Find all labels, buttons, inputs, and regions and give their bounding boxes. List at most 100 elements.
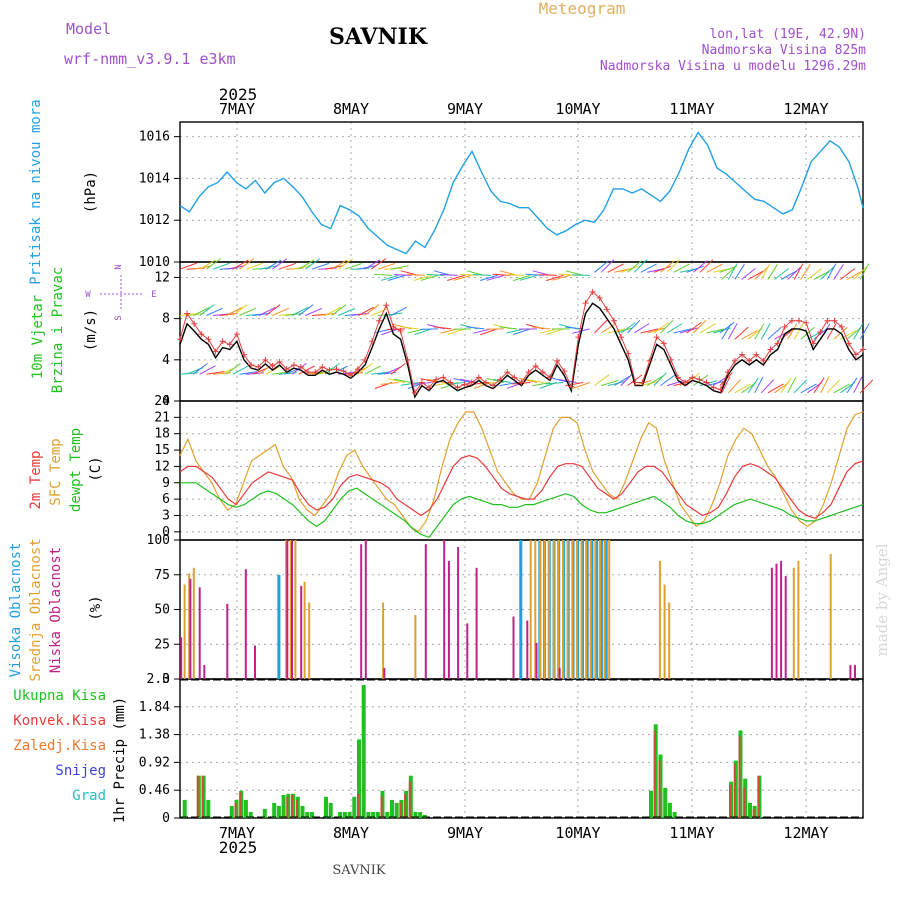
wind-gust-marker <box>774 340 781 347</box>
wind-arrow <box>600 322 617 334</box>
cloud-bar <box>294 540 297 679</box>
cloud-bar <box>183 584 186 679</box>
wind-arrow <box>760 379 775 394</box>
wind-gust-marker <box>511 374 518 381</box>
wind-arrow <box>793 263 804 280</box>
cloud-bar <box>285 540 288 679</box>
wind-gust-marker <box>319 364 326 371</box>
wind-arrow <box>633 259 648 273</box>
cloud-bar <box>589 540 592 679</box>
wind-arrow <box>741 268 756 280</box>
wind-arrow <box>433 326 452 330</box>
y-tick-label: 0 <box>162 394 170 409</box>
wind-arrow <box>239 371 258 375</box>
y-tick-label: 0.92 <box>139 755 170 770</box>
wind-gust-marker <box>369 338 376 345</box>
wind-arrow <box>486 274 505 281</box>
cloud-bar <box>180 637 183 679</box>
precip-bar <box>295 799 298 818</box>
compass-south: S <box>114 315 124 320</box>
precip-bar <box>305 812 310 818</box>
day-label-bottom: 9MAY <box>447 824 483 842</box>
precip-bar <box>418 812 423 818</box>
panel-frame <box>179 121 864 263</box>
wind-arrow <box>420 328 439 330</box>
cloud-bar <box>849 665 852 679</box>
precip-bar <box>328 802 333 818</box>
wind-arrow <box>653 322 669 334</box>
wind-arrow <box>754 323 765 340</box>
wind-arrow <box>291 306 309 316</box>
wind-arrow <box>787 376 797 394</box>
cloud-bar <box>277 574 281 680</box>
precip-bar <box>243 799 248 818</box>
wind-arrow <box>381 274 399 281</box>
wind-arrow <box>206 307 224 316</box>
wind-gust-marker <box>283 366 290 373</box>
wind-arrow <box>640 263 657 273</box>
precip-bar <box>413 812 418 818</box>
compass-east: E <box>151 290 156 300</box>
cloud-bar <box>443 540 446 679</box>
cloud-bar <box>595 540 599 679</box>
wind-arrow <box>699 323 716 334</box>
wind-arrow <box>826 323 837 340</box>
precip-legend-conv: Konvek.Kisa <box>13 713 106 729</box>
wind-arrow <box>446 382 465 385</box>
cloud-bar <box>562 540 564 679</box>
cloud-bar <box>599 540 601 679</box>
cloud-bar <box>289 540 292 679</box>
precip-bar <box>248 812 253 818</box>
day-label-top: 7MAY <box>219 100 255 118</box>
cloud-bar <box>797 560 800 679</box>
cloud-bar <box>189 578 192 679</box>
cloud-bar <box>203 665 206 679</box>
wind-arrow <box>258 306 276 316</box>
cloud-bar <box>535 642 538 679</box>
precip-bar <box>291 795 293 818</box>
wind-arrow <box>600 379 619 387</box>
cloud-bar <box>558 667 561 679</box>
wind-gust-marker <box>575 334 582 341</box>
y-tick-label: 21 <box>154 410 170 425</box>
day-label-bottom: 7MAY <box>219 824 255 842</box>
wind-arrow <box>813 327 829 340</box>
wind-gust-marker <box>717 386 724 393</box>
wind-gust-marker <box>632 379 639 386</box>
cloud-bar <box>580 540 583 679</box>
wind-arrow <box>532 326 551 330</box>
wind-gust-marker <box>831 317 838 324</box>
wind-gust-marker <box>390 323 397 330</box>
meteogram-title: Meteogram <box>539 0 626 18</box>
y-tick-label: 25 <box>154 637 170 652</box>
wind-arrow <box>571 274 590 276</box>
cloud-bar <box>457 547 460 679</box>
year-bottom: 2025 <box>219 838 258 857</box>
wind-arrow <box>727 323 738 340</box>
y-tick-label: 3 <box>162 508 170 523</box>
precip-bar <box>281 795 286 818</box>
wind-arrow <box>787 323 798 340</box>
wind-arrow <box>747 270 765 280</box>
wind-arrow <box>206 371 225 375</box>
wind-gust-marker <box>675 374 682 381</box>
wind-arrow <box>594 374 610 387</box>
cloud-bar <box>424 544 427 679</box>
wind-arrow <box>390 306 408 316</box>
wind-gust-marker <box>781 323 788 330</box>
credit-label: made by Angel <box>873 543 891 656</box>
wind-arrow <box>357 363 373 375</box>
cloud-bar <box>360 544 363 679</box>
panel-frame <box>179 400 864 541</box>
wind-arrow <box>331 304 347 316</box>
wind-arrow <box>232 365 249 375</box>
precip-unit: 1hr Precip (mm) <box>112 697 128 823</box>
lonlat-label: lon,lat (19E, 42.9N) <box>709 27 866 42</box>
wind-gust-marker <box>305 369 312 376</box>
precip-legend-hail: Grad <box>72 788 106 804</box>
wind-gust-marker <box>739 351 746 358</box>
wind-arrow <box>666 380 685 387</box>
wind-unit: (m/s) <box>83 309 99 351</box>
y-tick-label: 18 <box>154 427 170 442</box>
wind-arrow <box>680 327 698 334</box>
